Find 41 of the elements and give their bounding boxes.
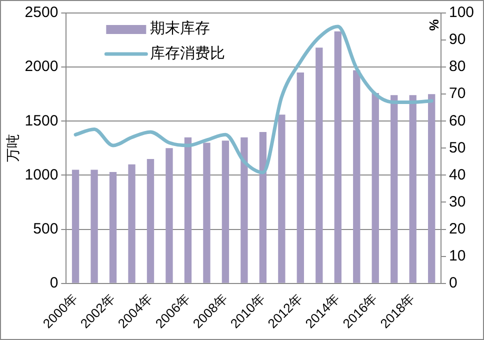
y2-tick-label: 70 [448, 85, 466, 102]
bar [296, 72, 304, 283]
bar [240, 137, 248, 283]
bar [428, 94, 436, 283]
bar [278, 114, 286, 283]
y2-tick-label: 90 [448, 31, 466, 48]
bar [372, 93, 379, 283]
legend-label: 期末库存 [150, 20, 210, 38]
y2-tick-label: 80 [448, 58, 466, 76]
bar [128, 164, 136, 283]
bar [353, 70, 360, 283]
legend-label: 库存消费比 [150, 45, 226, 62]
bar [222, 140, 230, 283]
bar [184, 137, 192, 283]
bar [259, 132, 267, 283]
y2-tick-label: 10 [448, 247, 466, 264]
bar [146, 158, 154, 283]
bar [316, 48, 323, 283]
bar [409, 95, 416, 283]
y2-tick-label: 40 [448, 166, 466, 184]
y-tick-label: 2500 [24, 4, 58, 22]
bar [72, 170, 80, 283]
bar [203, 142, 210, 283]
y-tick-label: 2000 [24, 58, 58, 76]
y-axis-title: 万吨 [4, 134, 20, 162]
bar [109, 172, 117, 283]
y2-tick-label: 100 [448, 4, 474, 22]
y-tick-label: 1500 [24, 112, 58, 130]
y2-tick-label: 30 [448, 193, 466, 210]
y2-tick-label: 20 [448, 220, 466, 238]
bar [166, 148, 173, 283]
y2-tick-label: 0 [448, 274, 458, 292]
y-tick-label: 1000 [24, 166, 58, 184]
y2-tick-label: 50 [448, 139, 466, 156]
bar [334, 31, 342, 283]
bar [90, 170, 98, 283]
y-tick-label: 500 [33, 220, 58, 238]
y2-tick-label: 60 [448, 112, 466, 130]
y2-axis-title: % [426, 19, 442, 32]
bar [390, 95, 398, 283]
y-tick-label: 0 [50, 274, 58, 292]
